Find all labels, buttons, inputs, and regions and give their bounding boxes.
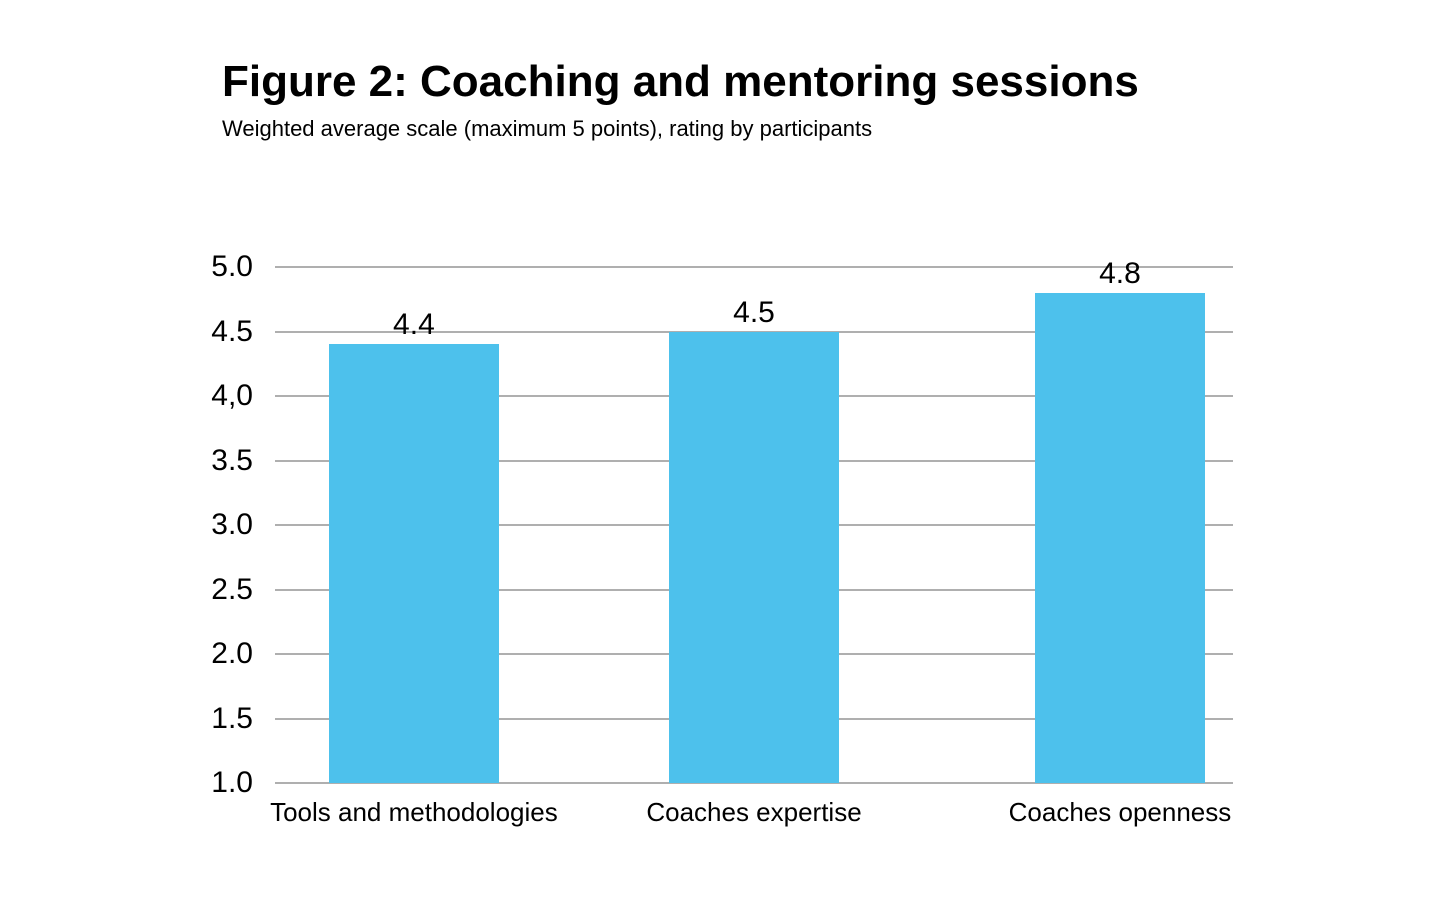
bar-value-label: 4.4 <box>393 308 435 342</box>
bar <box>1034 292 1205 783</box>
bar <box>668 331 839 783</box>
y-axis-tick-label: 3.0 <box>211 508 253 541</box>
bar-value-label: 4.8 <box>1099 256 1141 290</box>
y-axis-tick-label: 5.0 <box>211 250 253 283</box>
plot-area: 5.0 4.5 4,0 3.5 3.0 2.5 2.0 1.5 1.0 4.4 Tools and … <box>211 250 1233 827</box>
y-gridline <box>275 266 1233 268</box>
y-axis-tick-label: 2.0 <box>211 637 253 670</box>
x-axis-category-label: Coaches expertise <box>646 797 862 827</box>
x-axis-category-label: Tools and methodologies <box>270 797 558 827</box>
y-axis-tick-label: 1.5 <box>211 701 253 735</box>
y-axis-tick-label: 2.5 <box>211 572 253 606</box>
chart-title: Figure 2: Coaching and mentoring session… <box>222 57 1139 106</box>
x-axis-category-label: Coaches openness <box>1008 797 1232 827</box>
bar-value-label: 4.5 <box>733 295 775 329</box>
y-axis-tick-label: 4.5 <box>211 314 253 348</box>
y-axis-tick-label: 1.0 <box>211 766 253 799</box>
chart-subtitle: Weighted average scale (maximum 5 points… <box>222 116 873 141</box>
y-gridline <box>275 782 1233 784</box>
y-axis-tick-label: 3.5 <box>211 443 253 477</box>
bar <box>328 344 499 783</box>
y-axis-tick-label: 4,0 <box>211 379 253 412</box>
